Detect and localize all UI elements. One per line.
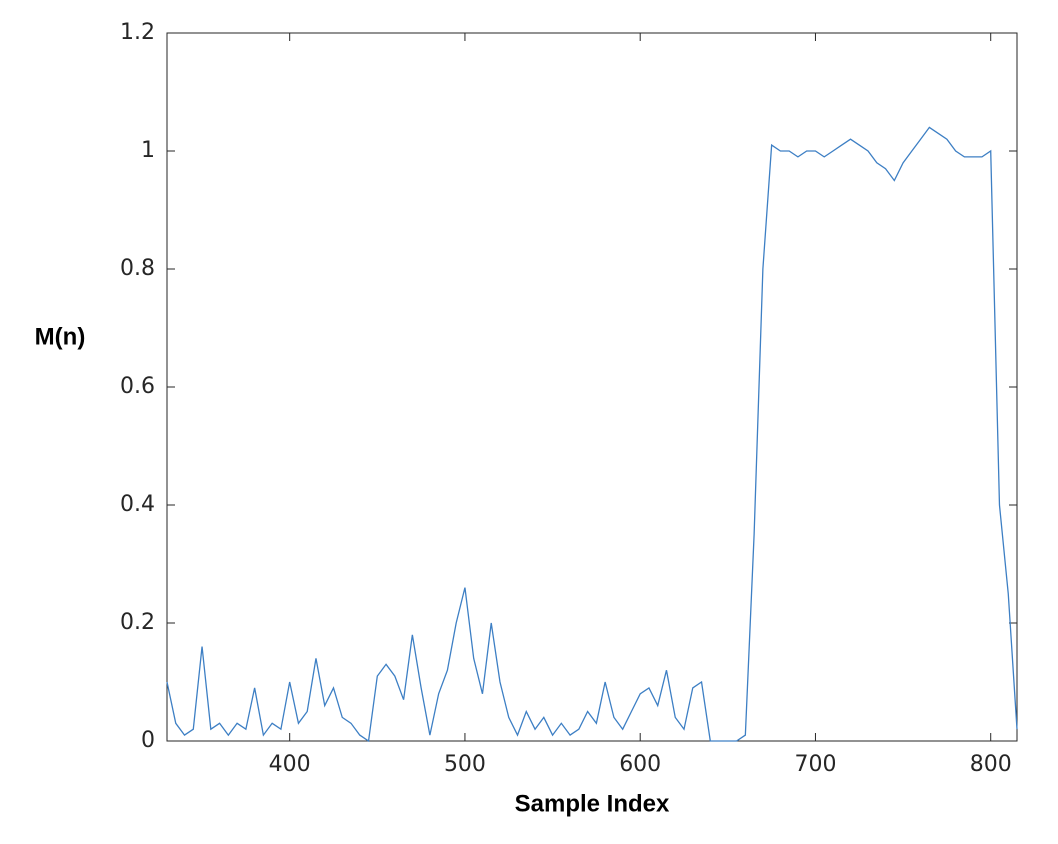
data-line	[166, 126, 1018, 743]
y-tick-label: 0.6	[120, 374, 155, 399]
x-axis-label: Sample Index	[515, 790, 670, 817]
x-tick-label: 400	[269, 752, 311, 777]
x-tick-label: 700	[794, 752, 836, 777]
y-axis-label: M(n)	[35, 323, 86, 350]
y-tick-label: 0	[141, 728, 155, 753]
x-tick-label: 600	[619, 752, 661, 777]
y-tick-label: 0.2	[120, 610, 155, 635]
y-tick-label: 0.8	[120, 256, 155, 281]
x-tick-label: 800	[970, 752, 1012, 777]
plot-area	[166, 32, 1018, 742]
x-tick-label: 500	[444, 752, 486, 777]
y-tick-label: 0.4	[120, 492, 155, 517]
y-tick-label: 1.2	[120, 20, 155, 45]
y-tick-label: 1	[141, 138, 155, 163]
